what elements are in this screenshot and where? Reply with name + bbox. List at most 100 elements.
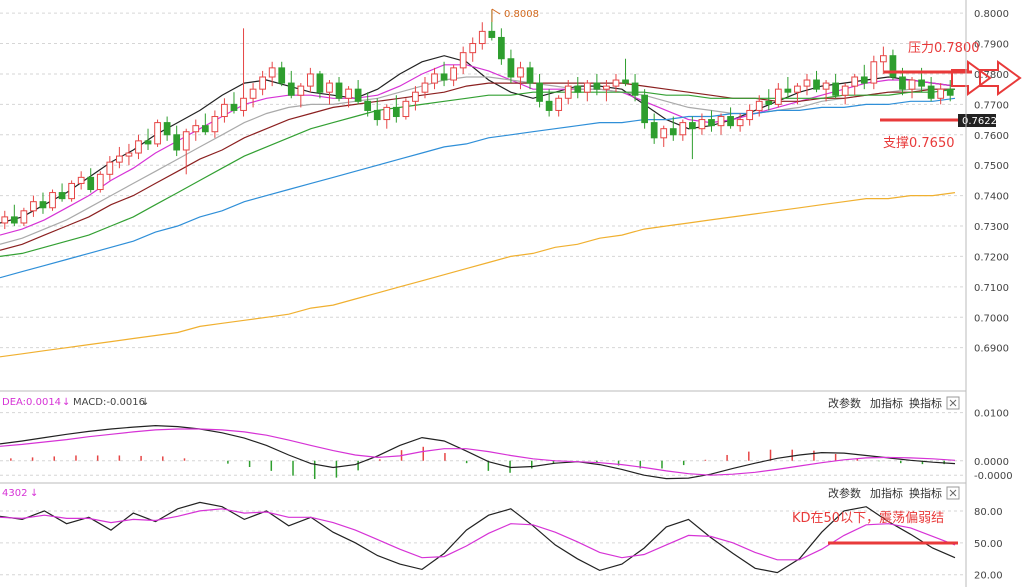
candlestick (316, 70, 324, 99)
candlestick (832, 73, 839, 99)
price-tick-label: 0.7300 (974, 222, 1009, 233)
candlestick (946, 80, 954, 102)
kd-switch-indicator-button[interactable]: 换指标 (909, 486, 942, 500)
candlestick (116, 146, 123, 169)
macd-dif-line (0, 424, 956, 480)
candlestick (660, 125, 668, 147)
candlestick (526, 61, 534, 90)
candlestick (30, 195, 37, 217)
macd-header: DEA:0.0014 ↓ MACD:-0.0016 ↓ (2, 397, 149, 408)
moving-average-line (0, 64, 956, 236)
change-params-button[interactable]: 改参数 (828, 396, 861, 410)
candlestick (287, 70, 295, 99)
switch-indicator-button[interactable]: 换指标 (909, 396, 942, 410)
candlestick (307, 67, 314, 93)
candlestick (622, 58, 629, 87)
moving-average-lines (0, 55, 956, 358)
candlestick (154, 119, 161, 147)
candlestick (603, 80, 610, 102)
candlestick (469, 37, 477, 62)
kd-label: 4302 (2, 488, 27, 499)
candlestick (555, 95, 563, 117)
candlestick (431, 67, 438, 90)
peak-marker: 0.8008 (491, 8, 539, 22)
candlestick (326, 80, 333, 105)
grid-lines (0, 12, 966, 576)
candlestick (240, 28, 247, 117)
candlestick (335, 76, 343, 102)
candlestick (507, 49, 515, 84)
macd-dea-line (0, 428, 956, 476)
candlestick (135, 134, 142, 160)
peak-label: 0.8008 (504, 9, 539, 20)
price-tick-label: 0.7100 (974, 283, 1009, 294)
candlestick (373, 98, 381, 126)
candlestick (765, 89, 773, 111)
moving-average-line (0, 97, 956, 279)
macd-arrow-icon: ↓ (141, 397, 149, 408)
candlestick (20, 207, 28, 227)
candlestick (182, 128, 190, 175)
candlestick (927, 76, 935, 102)
macd-label: MACD:-0.0016 (73, 397, 145, 408)
kd-close-icon[interactable] (946, 486, 960, 500)
candlestick (58, 183, 66, 202)
macd-indicator (0, 424, 956, 480)
candlestick (392, 95, 400, 123)
price-tick-label: 0.6900 (974, 344, 1009, 355)
kd-arrow-icon: ↓ (30, 488, 38, 499)
support-label: 支撑0.7650 (883, 136, 955, 151)
price-tick-label: 0.7600 (974, 131, 1009, 142)
dea-label: DEA:0.0014 (2, 397, 61, 408)
price-tick-label: 0.7000 (974, 313, 1009, 324)
kd-d-line (0, 508, 956, 561)
add-indicator-button[interactable]: 加指标 (870, 396, 903, 410)
close-icon[interactable] (946, 396, 960, 410)
candlestick (259, 70, 266, 96)
dea-arrow-icon: ↓ (62, 397, 70, 408)
price-tick-label: 0.7900 (974, 40, 1009, 51)
candlestick (813, 70, 820, 93)
candlestick (937, 83, 945, 105)
macd-tick-label: 0.0100 (974, 409, 1009, 420)
candlestick (708, 110, 715, 132)
candlestick (545, 89, 553, 117)
candlestick (870, 55, 878, 90)
kd-add-indicator-button[interactable]: 加指标 (870, 486, 903, 500)
current-price-value: 0.7622 (962, 116, 997, 127)
kd-change-params-button[interactable]: 改参数 (828, 486, 861, 500)
candlestick (144, 128, 152, 150)
candlestick (345, 86, 352, 108)
candlestick (297, 83, 305, 108)
candlesticks (1, 10, 954, 230)
candlestick (689, 116, 696, 160)
candlestick (49, 189, 56, 211)
macd-tick-label: -0.0000 (974, 471, 1013, 482)
candlestick (564, 80, 572, 105)
candlestick (1, 210, 9, 230)
candlestick (125, 143, 133, 166)
candlestick (498, 28, 505, 65)
candlestick (755, 95, 763, 117)
candlestick (39, 192, 47, 214)
candlestick (412, 86, 419, 111)
candlestick (679, 119, 687, 141)
candlestick (402, 98, 410, 120)
candlestick (354, 80, 362, 105)
kd-note-label: KD在50以下，震荡偏弱结 (792, 511, 944, 526)
kd-toolbar: 改参数 加指标 换指标 (828, 486, 960, 500)
price-tick-label: 0.7800 (974, 70, 1009, 81)
breakout-arrow-icon (979, 60, 1022, 96)
candlestick (459, 46, 467, 74)
candlestick (574, 76, 582, 99)
candlestick (163, 116, 171, 141)
candlestick (201, 113, 209, 135)
candlestick (698, 113, 706, 135)
candlestick (96, 171, 104, 193)
candlestick (383, 104, 391, 129)
price-tick-label: 0.8000 (974, 9, 1009, 20)
candlestick (221, 98, 228, 123)
candlestick (746, 104, 754, 126)
candlestick (593, 73, 601, 96)
current-price-tag: 0.7622 (958, 114, 997, 127)
